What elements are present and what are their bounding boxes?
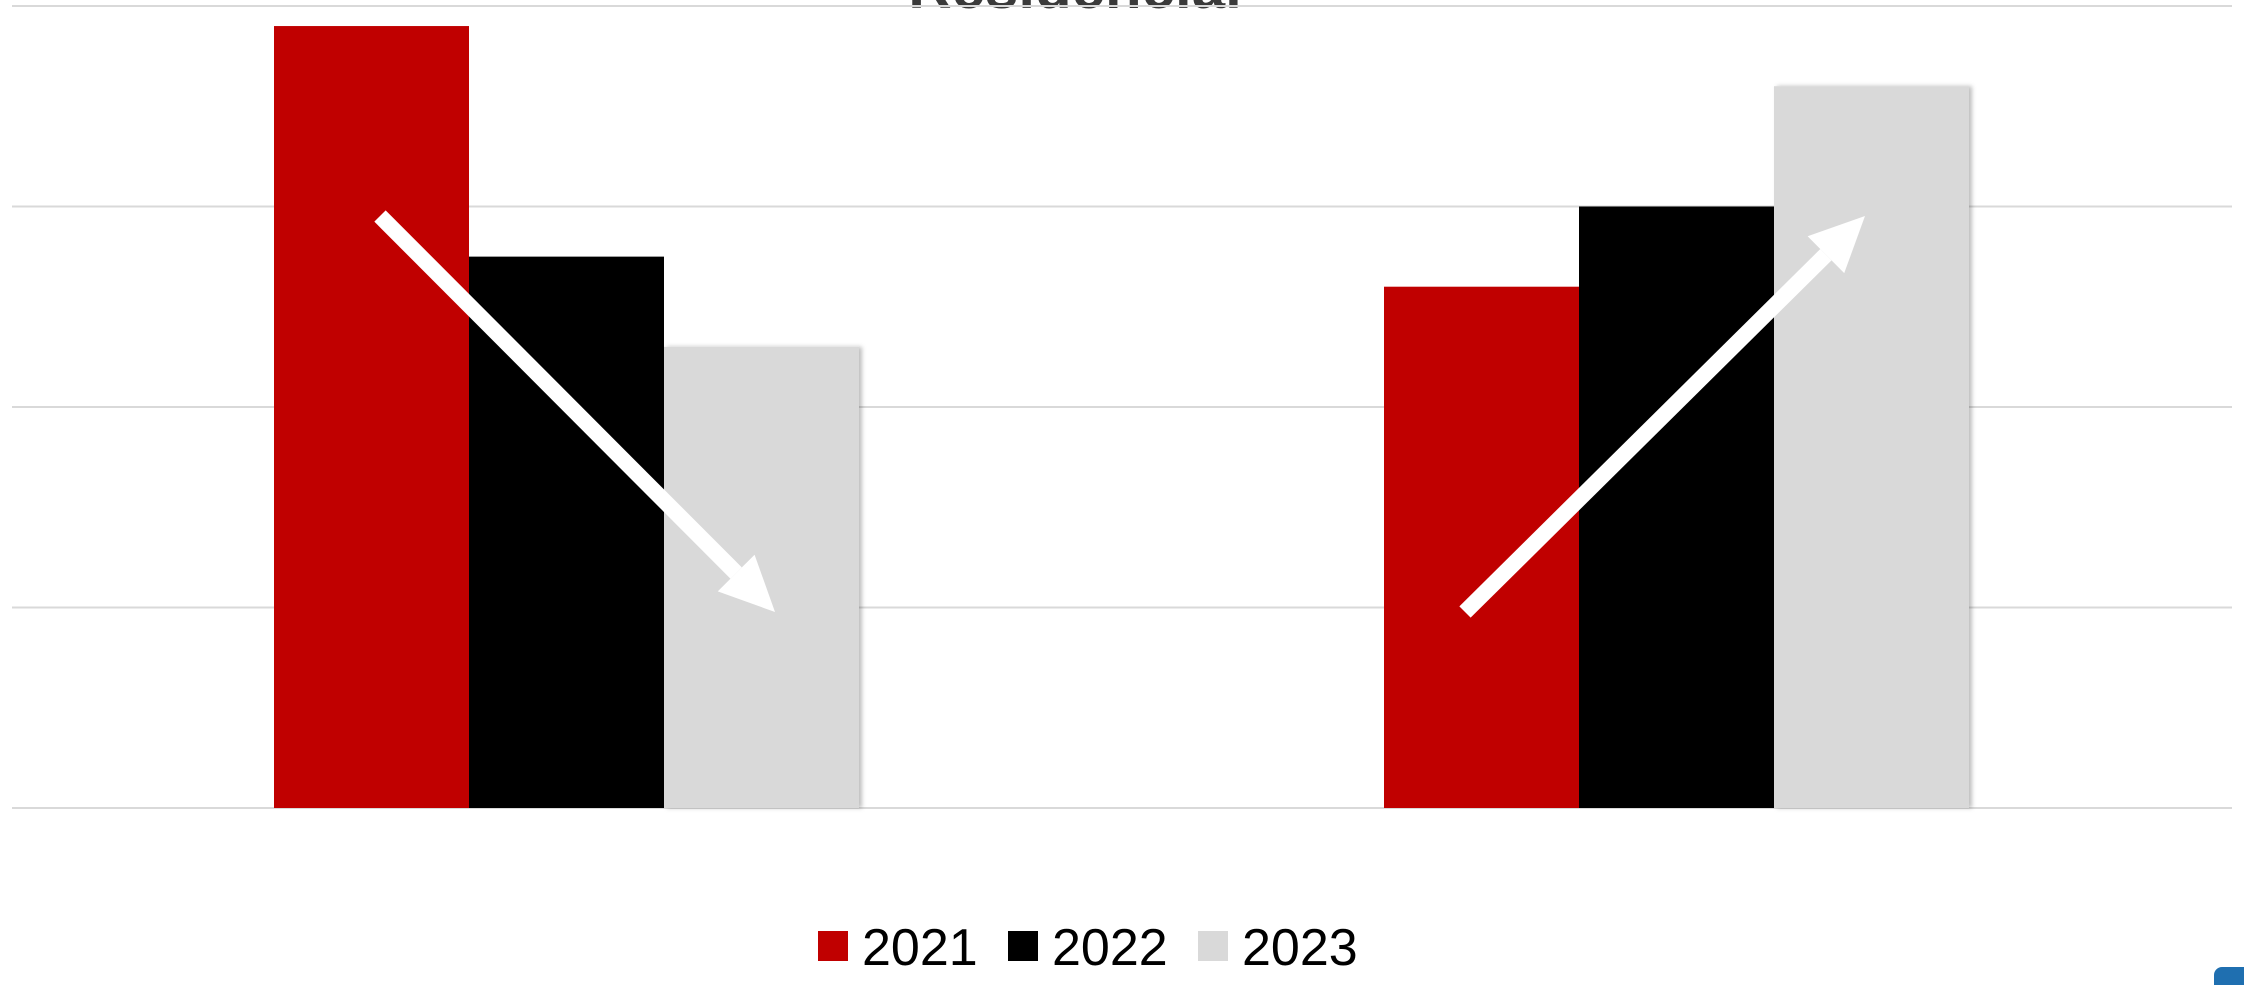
legend-label: 2021 [862, 919, 978, 977]
legend-item-2023: 2023 [1198, 919, 1358, 977]
chart-title: Residencial [908, 0, 1242, 21]
bar-2021-group-1 [274, 26, 469, 809]
bar-2023-group-2 [1774, 86, 1969, 808]
legend-item-2022: 2022 [1008, 919, 1168, 977]
trend-up-arrow-icon [1459, 216, 1865, 618]
legend-swatch [1008, 931, 1038, 961]
bars [274, 26, 1969, 809]
trend-down-arrow-icon [374, 210, 775, 612]
legend-item-2021: 2021 [818, 919, 978, 977]
bar-2021-group-2 [1384, 286, 1579, 808]
corner-badge [2214, 967, 2244, 985]
legend-swatch [1198, 931, 1228, 961]
legend: 2021 2022 2023 [818, 919, 1358, 977]
legend-label: 2023 [1242, 919, 1358, 977]
bar-2022-group-2 [1579, 206, 1774, 808]
legend-label: 2022 [1052, 919, 1168, 977]
legend-swatch [818, 931, 848, 961]
trend-arrows [374, 210, 1865, 618]
